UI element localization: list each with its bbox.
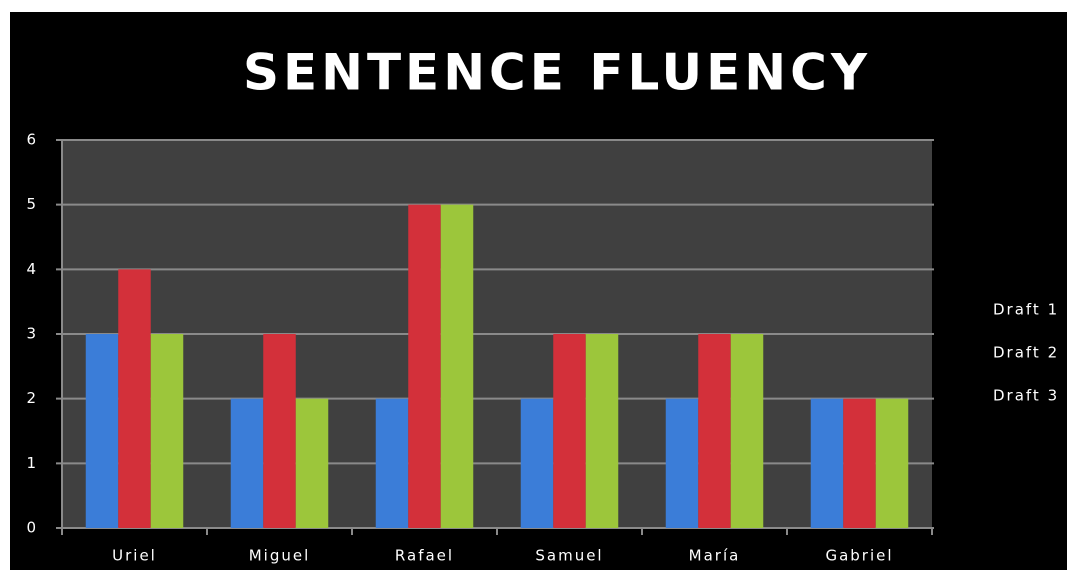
y-tick-label: 4 (26, 260, 38, 278)
y-tick-label: 3 (26, 325, 38, 343)
legend-label: Draft 3 (993, 387, 1059, 405)
bar (150, 334, 184, 528)
x-tick-label: Uriel (112, 547, 157, 565)
x-tick-label: Gabriel (825, 547, 893, 565)
x-tick-label: Miguel (249, 547, 311, 565)
x-tick-label: Samuel (535, 547, 603, 565)
bar (730, 334, 764, 528)
bar (585, 334, 619, 528)
bar (553, 334, 586, 528)
y-tick-label: 6 (26, 131, 38, 149)
x-tick-label: María (689, 547, 741, 565)
bar (295, 398, 329, 528)
bar (843, 398, 876, 528)
bar (665, 398, 699, 528)
bar (118, 269, 151, 528)
bar (810, 398, 844, 528)
x-tick-label: Rafael (395, 547, 454, 565)
chart-title: SENTENCE FLUENCY (243, 44, 871, 102)
bar (520, 398, 554, 528)
bar (875, 398, 909, 528)
legend-label: Draft 1 (993, 301, 1059, 319)
y-tick-label: 2 (26, 389, 38, 407)
bar (408, 204, 441, 528)
bar (375, 398, 409, 528)
y-tick-label: 1 (26, 454, 38, 472)
bar (698, 334, 731, 528)
bar (440, 204, 474, 528)
y-tick-label: 5 (26, 195, 38, 213)
y-tick-label: 0 (26, 519, 38, 537)
bar (263, 334, 296, 528)
bar (85, 334, 119, 528)
bar (230, 398, 264, 528)
legend-label: Draft 2 (993, 344, 1059, 362)
